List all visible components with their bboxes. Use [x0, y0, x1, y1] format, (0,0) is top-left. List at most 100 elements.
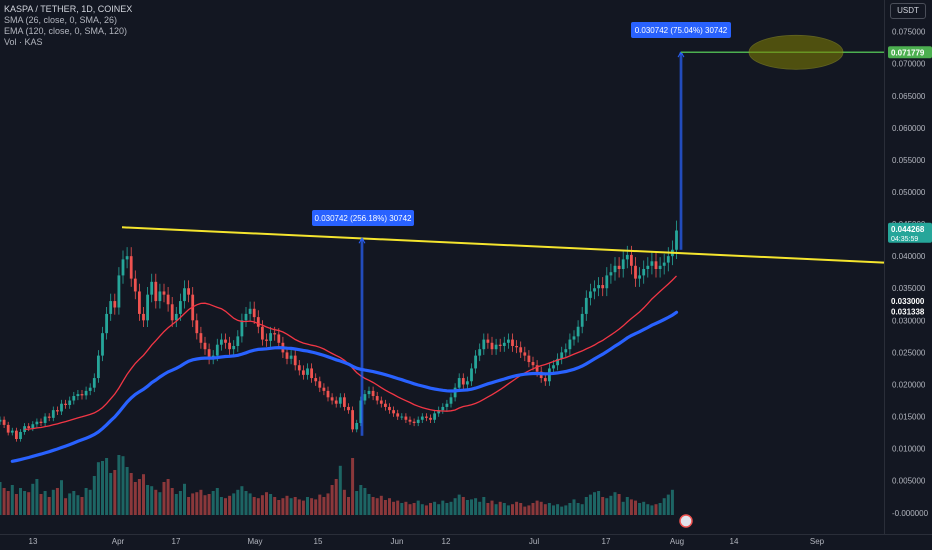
volume-bar — [244, 491, 248, 515]
volume-bar — [580, 504, 584, 515]
candle-body — [441, 406, 445, 411]
volume-bar — [511, 504, 514, 515]
candle-body — [601, 285, 605, 289]
candle-body — [27, 426, 31, 429]
measure-arrowhead-1 — [358, 237, 366, 244]
candle-body — [568, 339, 572, 350]
candle-body — [220, 339, 223, 345]
candle-body — [306, 368, 309, 375]
candle-body — [10, 430, 14, 433]
volume-bar — [60, 480, 63, 515]
volume-bar — [314, 499, 318, 515]
candle-body — [609, 272, 613, 276]
candle-body — [19, 431, 22, 440]
volume-bar — [470, 499, 473, 515]
sma-legend: SMA (26, close, 0, SMA, 26) — [4, 15, 118, 25]
volume-bar — [121, 456, 125, 515]
ema-line — [10, 310, 679, 463]
candle-body — [138, 291, 141, 314]
ema-legend: EMA (120, close, 0, SMA, 120) — [4, 26, 128, 36]
candle-body — [662, 262, 666, 266]
trendline — [121, 226, 885, 264]
volume-bar — [519, 503, 523, 515]
candle-body — [371, 390, 375, 397]
volume-bar — [326, 493, 330, 515]
y-tick-label: 0.050000 — [892, 188, 926, 197]
volume-bar — [113, 470, 117, 515]
volume-bar — [248, 493, 252, 515]
volume-bar — [625, 497, 629, 515]
candle-body — [605, 275, 609, 289]
candle-body — [187, 288, 190, 295]
candle-body — [347, 406, 350, 411]
candle-body — [355, 422, 359, 430]
candle-body — [142, 313, 145, 321]
volume-bar — [96, 462, 100, 515]
volume-bar — [441, 500, 445, 515]
volume-bar — [498, 501, 502, 515]
volume-bar — [334, 479, 338, 515]
candle-body — [330, 397, 334, 401]
candle-body — [15, 430, 18, 440]
candle-body — [507, 339, 510, 343]
volume-bar — [634, 500, 637, 515]
candle-body — [466, 381, 469, 385]
volume-bar — [6, 491, 10, 515]
measure-label-box-2 — [631, 22, 731, 38]
volume-bar — [670, 489, 674, 515]
y-tick-label: 0.070000 — [892, 60, 926, 69]
volume-bar — [195, 492, 199, 515]
volume-bar — [650, 505, 654, 515]
candle-body — [146, 294, 149, 321]
y-tick-label: -0.000000 — [892, 509, 929, 518]
candle-body — [400, 416, 404, 418]
candle-body — [445, 403, 449, 407]
volume-bar — [129, 473, 133, 515]
price-label-target: 0.071779 — [891, 48, 925, 57]
volume-bar — [232, 493, 236, 515]
currency-button[interactable]: USDT — [890, 3, 926, 19]
volume-bar — [404, 501, 408, 515]
candle-body — [412, 421, 416, 423]
candle-body — [326, 390, 330, 398]
y-tick-label: 0.005000 — [892, 477, 926, 486]
candle-body — [252, 308, 256, 318]
candle-body — [240, 320, 244, 337]
x-tick-label: 13 — [29, 537, 38, 546]
candle-body — [261, 326, 264, 340]
volume-bar — [539, 501, 543, 515]
volume-bar — [662, 498, 666, 515]
candle-body — [650, 261, 654, 266]
candle-body — [498, 344, 502, 346]
candle-body — [617, 265, 621, 269]
volume-bar — [183, 483, 186, 515]
volume-bar — [109, 473, 113, 515]
candle-body — [535, 365, 539, 372]
candle-body — [474, 355, 477, 369]
candle-body — [297, 365, 301, 371]
candle-body — [277, 334, 281, 343]
candle-body — [572, 336, 576, 340]
volume-bar — [133, 482, 137, 515]
volume-bar — [568, 503, 572, 515]
candle-body — [625, 254, 629, 260]
volume-bar — [375, 498, 379, 515]
candle-body — [379, 400, 383, 404]
price-label-last-box — [888, 222, 932, 243]
volume-bar — [543, 504, 547, 515]
candle-body — [675, 230, 678, 250]
candle-body — [515, 345, 518, 348]
volume-bar — [474, 498, 478, 515]
volume-bar — [515, 501, 519, 515]
y-tick-label: 0.010000 — [892, 445, 926, 454]
candle-body — [158, 291, 162, 302]
volume-bar — [252, 497, 256, 515]
y-tick-label: 0.020000 — [892, 380, 926, 389]
volume-bar — [260, 495, 264, 515]
candle-body — [630, 254, 633, 266]
volume-bar — [178, 491, 182, 515]
volume-bar — [494, 504, 498, 515]
candle-body — [113, 301, 117, 308]
